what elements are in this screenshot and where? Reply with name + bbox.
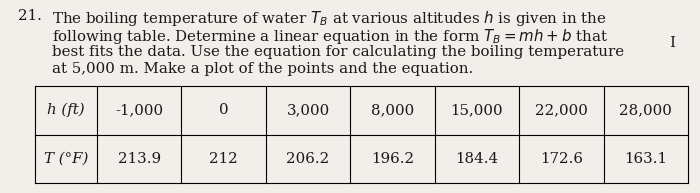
Text: h (ft): h (ft): [47, 103, 85, 118]
Text: 163.1: 163.1: [624, 152, 667, 166]
Text: 196.2: 196.2: [371, 152, 414, 166]
Text: -1,000: -1,000: [116, 103, 163, 117]
Text: T (°F): T (°F): [44, 152, 88, 166]
Text: 206.2: 206.2: [286, 152, 330, 166]
Text: 3,000: 3,000: [286, 103, 330, 117]
Text: 212: 212: [209, 152, 238, 166]
Text: best fits the data. Use the equation for calculating the boiling temperature: best fits the data. Use the equation for…: [52, 45, 624, 59]
Text: following table. Determine a linear equation in the form $T_B = mh + b$ that: following table. Determine a linear equa…: [52, 27, 608, 46]
Text: The boiling temperature of water $T_B$ at various altitudes $h$ is given in the: The boiling temperature of water $T_B$ a…: [52, 9, 606, 28]
Text: 28,000: 28,000: [620, 103, 672, 117]
Text: 15,000: 15,000: [451, 103, 503, 117]
Text: 22,000: 22,000: [535, 103, 588, 117]
Text: I: I: [669, 36, 675, 50]
Text: 213.9: 213.9: [118, 152, 161, 166]
Text: 0: 0: [219, 103, 228, 117]
Text: 8,000: 8,000: [371, 103, 414, 117]
Text: at 5,000 m. Make a plot of the points and the equation.: at 5,000 m. Make a plot of the points an…: [52, 62, 473, 76]
Text: 184.4: 184.4: [456, 152, 498, 166]
Text: 172.6: 172.6: [540, 152, 583, 166]
Text: 21.: 21.: [18, 9, 42, 23]
